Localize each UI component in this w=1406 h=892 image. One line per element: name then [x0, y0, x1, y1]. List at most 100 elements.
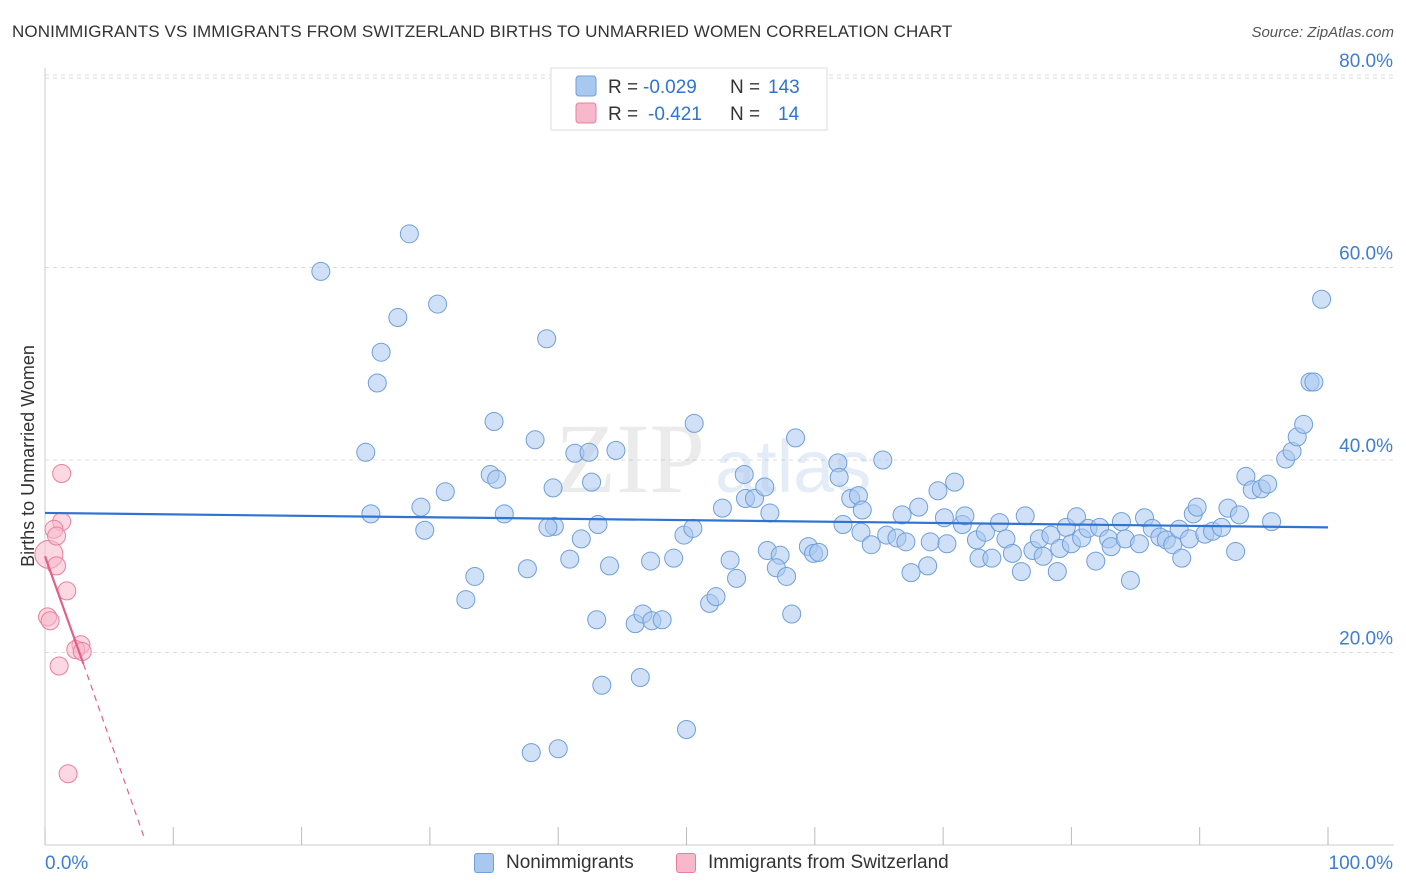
x-tick-label: 0.0%	[45, 853, 88, 874]
point-nonimmigrants	[579, 442, 599, 462]
axes	[44, 68, 1394, 846]
series-legend: Nonimmigrants Immigrants from Switzerlan…	[0, 852, 1406, 878]
point-nonimmigrants	[587, 610, 607, 630]
point-nonimmigrants	[1187, 497, 1207, 517]
point-nonimmigrants	[525, 430, 545, 450]
point-nonimmigrants	[521, 743, 541, 763]
point-nonimmigrants	[1258, 474, 1278, 494]
stats-n-value: 143	[768, 77, 800, 98]
stats-legend: R = -0.029 N = 143 R = -0.421 N = 14	[550, 67, 828, 131]
stats-r-value: -0.029	[643, 77, 697, 98]
point-nonimmigrants	[786, 428, 806, 448]
point-nonimmigrants	[777, 566, 797, 586]
point-nonimmigrants	[664, 548, 684, 568]
point-nonimmigrants	[937, 534, 957, 554]
point-nonimmigrants	[630, 668, 650, 688]
point-nonimmigrants	[543, 478, 563, 498]
legend-item-immigrants-switzerland[interactable]: Immigrants from Switzerland	[676, 852, 949, 874]
point-nonimmigrants	[712, 498, 732, 518]
point-nonimmigrants	[484, 412, 504, 431]
point-nonimmigrants	[809, 542, 829, 562]
point-nonimmigrants	[1033, 546, 1053, 566]
stats-r-value: -0.421	[648, 104, 702, 125]
point-nonimmigrants	[371, 342, 391, 362]
point-nonimmigrants	[734, 464, 754, 484]
point-nonimmigrants	[1120, 570, 1140, 590]
point-nonimmigrants	[683, 518, 703, 538]
series-nonimmigrants	[311, 224, 1332, 763]
point-nonimmigrants	[388, 308, 408, 328]
point-nonimmigrants	[1002, 543, 1022, 563]
point-nonimmigrants	[582, 472, 602, 492]
legend-swatch-pink	[676, 853, 696, 873]
point-nonimmigrants	[428, 294, 448, 314]
point-nonimmigrants	[487, 469, 507, 489]
point-nonimmigrants	[909, 497, 929, 517]
x-tick-labels: 0.0% 100.0%	[45, 853, 1393, 874]
point-nonimmigrants	[356, 442, 376, 462]
point-nonimmigrants	[684, 413, 704, 433]
point-nonimmigrants	[411, 497, 431, 517]
y-tick-labels: 20.0% 40.0% 60.0% 80.0%	[1339, 51, 1393, 650]
point-nonimmigrants	[548, 739, 568, 759]
point-nonimmigrants	[896, 532, 916, 552]
grid-lines	[45, 74, 1394, 653]
point-nonimmigrants	[592, 675, 612, 695]
point-nonimmigrants	[538, 517, 558, 537]
point-nonimmigrants	[727, 568, 747, 588]
point-immigrants-switzerland	[52, 463, 72, 483]
point-nonimmigrants	[361, 504, 381, 524]
point-nonimmigrants	[415, 520, 435, 540]
legend-label-immigrants-switzerland: Immigrants from Switzerland	[708, 852, 949, 873]
point-nonimmigrants	[861, 535, 881, 555]
point-nonimmigrants	[1312, 289, 1332, 309]
point-nonimmigrants	[600, 556, 620, 576]
point-nonimmigrants	[1111, 512, 1131, 532]
point-nonimmigrants	[1015, 506, 1035, 526]
point-nonimmigrants	[873, 450, 893, 470]
point-nonimmigrants	[982, 548, 1002, 568]
y-tick-label: 20.0%	[1339, 629, 1393, 650]
point-nonimmigrants	[494, 504, 514, 524]
trend-line-immigrants-switzerland	[43, 555, 85, 665]
point-nonimmigrants	[720, 550, 740, 570]
point-immigrants-switzerland	[47, 526, 67, 546]
point-nonimmigrants	[706, 587, 726, 607]
point-nonimmigrants	[677, 720, 696, 739]
stats-n-label: N =	[730, 77, 760, 98]
legend-label-nonimmigrants: Nonimmigrants	[506, 852, 634, 873]
watermark: ZIP atlas	[555, 403, 871, 514]
point-nonimmigrants	[435, 482, 455, 502]
point-nonimmigrants	[571, 529, 591, 549]
point-nonimmigrants	[892, 505, 912, 525]
point-nonimmigrants	[901, 563, 921, 583]
point-nonimmigrants	[1011, 562, 1031, 582]
point-nonimmigrants	[1047, 562, 1067, 582]
point-nonimmigrants	[456, 590, 476, 610]
point-nonimmigrants	[606, 440, 626, 460]
point-nonimmigrants	[852, 500, 872, 520]
point-nonimmigrants	[782, 604, 802, 624]
legend-swatch-blue	[474, 853, 494, 873]
x-tick-label: 100.0%	[1329, 853, 1394, 874]
point-nonimmigrants	[517, 559, 537, 579]
point-nonimmigrants	[1294, 414, 1314, 434]
point-nonimmigrants	[399, 224, 419, 244]
point-nonimmigrants	[1212, 517, 1232, 537]
point-immigrants-switzerland	[40, 611, 60, 631]
point-nonimmigrants	[1229, 505, 1249, 525]
trend-line-nonimmigrants	[44, 511, 1329, 529]
point-immigrants-switzerland	[58, 764, 78, 784]
point-nonimmigrants	[652, 610, 672, 630]
chart-title: NONIMMIGRANTS VS IMMIGRANTS FROM SWITZER…	[12, 22, 953, 41]
stats-n-value: 14	[778, 104, 800, 125]
legend-item-nonimmigrants[interactable]: Nonimmigrants	[474, 852, 634, 874]
point-immigrants-switzerland	[49, 656, 69, 676]
y-axis-label: Births to Unmarried Women	[18, 345, 38, 567]
stats-n-label: N =	[730, 104, 760, 125]
series-immigrants-switzerland	[34, 463, 92, 784]
y-tick-label: 60.0%	[1339, 244, 1393, 265]
point-nonimmigrants	[465, 566, 485, 586]
point-nonimmigrants	[918, 556, 938, 576]
